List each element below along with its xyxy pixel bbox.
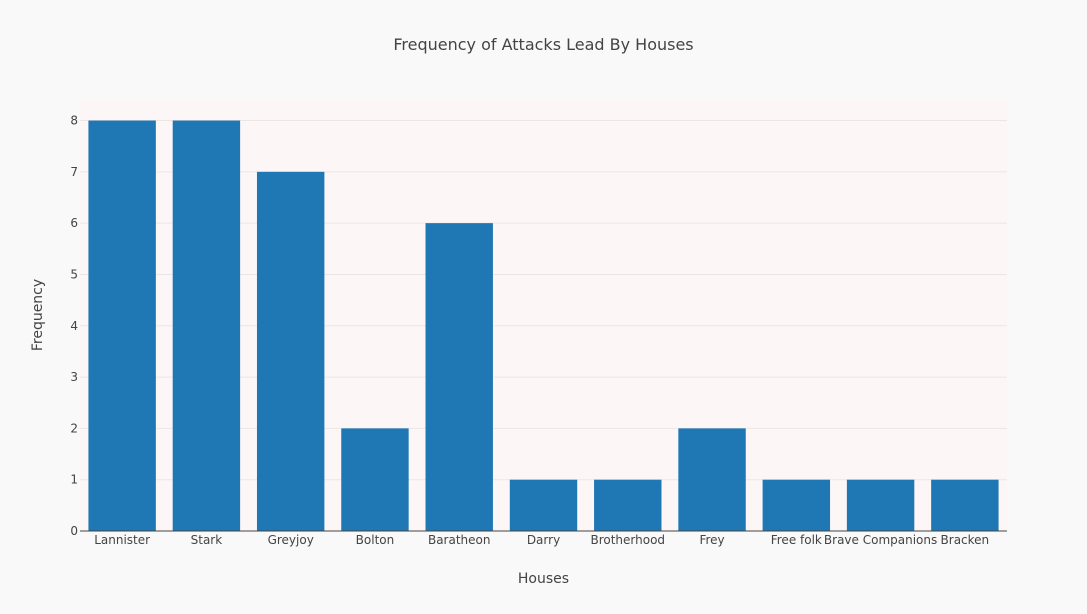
x-tick-label: Bolton bbox=[356, 533, 395, 547]
bar-bolton[interactable] bbox=[341, 428, 409, 531]
y-tick-label: 4 bbox=[70, 319, 78, 333]
bar-lannister[interactable] bbox=[88, 120, 156, 532]
x-tick-label: Brave Companions bbox=[824, 533, 937, 547]
bar-bracken[interactable] bbox=[931, 479, 999, 531]
bar-frey[interactable] bbox=[678, 428, 746, 531]
y-axis-label: Frequency bbox=[30, 279, 46, 351]
chart-title: Frequency of Attacks Lead By Houses bbox=[393, 35, 693, 54]
y-tick-label: 7 bbox=[70, 165, 78, 179]
y-tick-label: 2 bbox=[70, 421, 78, 435]
x-tick-label: Frey bbox=[699, 533, 724, 547]
y-tick-label: 3 bbox=[70, 370, 78, 384]
y-tick-label: 1 bbox=[70, 473, 78, 487]
y-tick-labels: 0 1 2 3 4 5 6 7 8 bbox=[70, 114, 78, 538]
x-tick-label: Bracken bbox=[941, 533, 990, 547]
bar-greyjoy[interactable] bbox=[256, 171, 325, 532]
x-tick-label: Baratheon bbox=[428, 533, 491, 547]
y-tick-label: 5 bbox=[70, 267, 78, 281]
bar-baratheon[interactable] bbox=[425, 223, 493, 531]
bar-darry[interactable] bbox=[509, 479, 578, 531]
x-tick-label: Brotherhood bbox=[590, 533, 665, 547]
x-tick-label: Darry bbox=[527, 533, 560, 547]
x-tick-label: Lannister bbox=[94, 533, 150, 547]
y-tick-label: 6 bbox=[70, 216, 78, 230]
x-tick-label: Greyjoy bbox=[268, 533, 314, 547]
x-tick-labels: Lannister Stark Greyjoy Bolton Baratheon Darr… bbox=[94, 533, 989, 547]
x-axis-label: Houses bbox=[518, 571, 569, 587]
y-tick-label: 8 bbox=[70, 114, 78, 128]
bar-stark[interactable] bbox=[172, 120, 241, 532]
x-tick-label: Stark bbox=[191, 533, 223, 547]
bars bbox=[88, 120, 999, 532]
bar-brave-companions[interactable] bbox=[846, 479, 915, 531]
bar-brotherhood[interactable] bbox=[594, 479, 662, 531]
bar-free-folk[interactable] bbox=[762, 479, 831, 531]
x-tick-label: Free folk bbox=[771, 533, 822, 547]
y-tick-label: 0 bbox=[70, 524, 78, 538]
